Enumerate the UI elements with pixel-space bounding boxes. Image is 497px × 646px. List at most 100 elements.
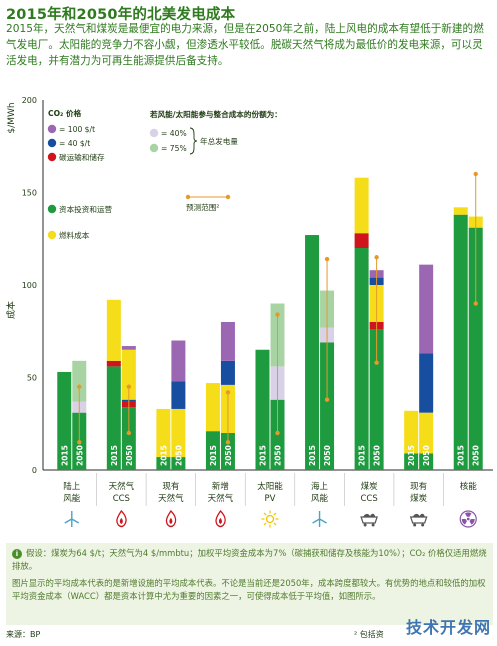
range-cap-high: [473, 171, 478, 177]
bar-year-label: 2015: [457, 445, 466, 466]
bar-segment-capital: [468, 227, 483, 470]
wind-turbine-icon: [64, 511, 80, 527]
cart-wheel: [363, 523, 367, 527]
bar-segment-fuel: [354, 177, 369, 234]
category-label: 新增: [212, 481, 229, 492]
category-label: CCS: [360, 494, 377, 504]
radiation-blade: [469, 519, 475, 525]
radiation-icon: [459, 510, 477, 528]
bar-segment-co2_40: [220, 360, 235, 385]
cart-wheel: [421, 523, 425, 527]
wind-turbine-icon: [312, 511, 327, 527]
legend-brace: [189, 127, 198, 155]
range-cap-high: [275, 312, 280, 317]
bar-segment-ccs: [354, 233, 369, 248]
bar-segment-co2_100: [121, 346, 136, 350]
bar-year-label: 2050: [224, 445, 233, 466]
legend-label-ccs: 碳运输和储存: [59, 152, 105, 162]
bar-year-label: 2015: [259, 445, 268, 466]
legend-swatch-int40: [149, 128, 159, 138]
flame-icon: [116, 509, 127, 528]
y-axis-title: 成本: [5, 301, 17, 319]
radiation-blade: [464, 512, 472, 517]
category-label: 天然气: [109, 481, 135, 492]
bar-segment-capital: [404, 453, 419, 470]
range-cap-low: [225, 440, 231, 445]
watermark-logo: 技术开发网: [405, 618, 491, 637]
category-label: 现有: [162, 481, 179, 492]
flame-core: [169, 518, 173, 524]
flame-icon: [165, 509, 177, 528]
coal-cart-icon: [360, 513, 378, 527]
bar-segment-capital: [255, 349, 270, 470]
assumptions-line: i 假设：煤炭为64 $/t；天然气为4 $/mmbtu；加权平均资金成本为7%（…: [12, 547, 487, 573]
y-tick-label: 50: [27, 374, 37, 383]
cart-coal: [412, 513, 425, 517]
category-label: 煤炭: [361, 481, 379, 492]
explanation-text: 图片显示的平均成本代表的是新增设施的平均成本代表。不论是当前还是2050年，成本…: [12, 578, 486, 601]
radiation-center: [466, 517, 470, 521]
y-unit-label: $/MWh: [7, 102, 17, 133]
legend-co2-title: CO₂ 价格: [48, 108, 82, 118]
legend-swatch-ccs: [47, 152, 57, 162]
bar-segment-co2_100: [419, 264, 434, 354]
bar-year-label: 2015: [358, 445, 367, 466]
range-cap-high: [225, 390, 231, 395]
flame-outline: [165, 509, 177, 528]
flame-core: [119, 518, 123, 524]
range-cap-low: [324, 397, 330, 402]
bar-segment-co2_100: [171, 340, 186, 382]
bar-segment-capital: [205, 431, 220, 470]
legend-integration-note: 年总发电量: [200, 136, 238, 146]
legend-swatch-capital: [47, 204, 57, 214]
bar-segment-capital: [305, 235, 320, 470]
legend-range-cap: [225, 194, 231, 200]
bar-segment-capital: [220, 433, 235, 470]
legend-label-int75: = 75%: [161, 144, 187, 153]
cart-wheel: [371, 523, 375, 527]
bar-segment-fuel: [205, 383, 220, 432]
bar-segment-co2_100: [220, 322, 235, 361]
bar-segment-capital: [156, 457, 171, 470]
legend-label-fuel: 燃料成本: [59, 230, 90, 240]
bar-segment-capital: [121, 407, 136, 470]
sun-ray: [263, 522, 267, 526]
bar-segment-capital: [106, 366, 121, 470]
bar-segment-capital: [320, 342, 335, 470]
legend-label-range: 预测范围²: [186, 202, 219, 212]
category-label: PV: [265, 494, 276, 504]
y-tick-label: 200: [22, 96, 37, 105]
bar-segment-capital: [171, 457, 186, 470]
flame-core: [218, 518, 222, 524]
range-cap-high: [77, 384, 82, 389]
bar-year-label: 2050: [323, 445, 332, 466]
bar-segment-capital: [354, 248, 369, 470]
sun-ray: [273, 512, 277, 516]
coal-cart-icon: [409, 513, 428, 527]
y-tick-label: 150: [22, 189, 37, 198]
cart-wheel: [413, 523, 417, 527]
bar-segment-fuel: [453, 207, 468, 215]
legend-swatch-co2-100: [47, 124, 57, 134]
category-label: 陆上: [63, 481, 81, 492]
turbine-blades: [312, 511, 327, 524]
bar-year-label: 2015: [60, 445, 69, 466]
radiation-blade: [461, 519, 467, 525]
assumptions-note: i 假设：煤炭为64 $/t；天然气为4 $/mmbtu；加权平均资金成本为7%（…: [6, 543, 493, 625]
radiation-ring: [459, 510, 477, 528]
bar-segment-fuel: [106, 299, 121, 361]
cart-body: [409, 516, 428, 524]
bar-segment-capital: [453, 214, 468, 470]
category-label: 天然气: [208, 493, 234, 504]
bar-segment-int75: [72, 360, 87, 402]
bar-segment-fuel: [156, 408, 171, 458]
category-label: 风能: [311, 493, 329, 504]
range-cap-high: [126, 384, 132, 389]
bar-year-label: 2015: [308, 445, 317, 466]
bar-segment-fuel: [121, 349, 136, 400]
category-label: 天然气: [158, 493, 184, 504]
range-cap-high: [374, 255, 379, 260]
legend-swatch-fuel: [47, 230, 57, 240]
bar-segment-fuel: [404, 410, 419, 454]
